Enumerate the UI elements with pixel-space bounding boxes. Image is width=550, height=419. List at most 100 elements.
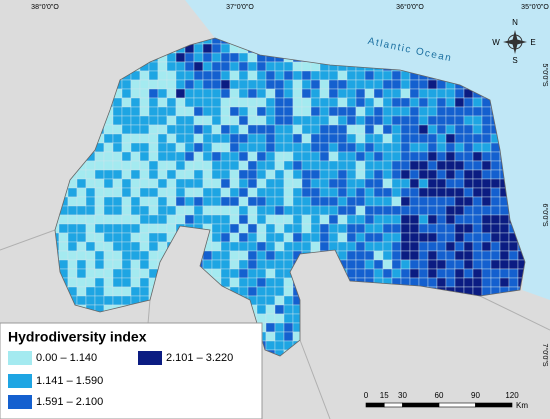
cell bbox=[247, 79, 258, 90]
cell bbox=[238, 160, 249, 171]
cell bbox=[355, 142, 366, 153]
cell bbox=[148, 115, 159, 126]
cell bbox=[175, 106, 186, 117]
cell bbox=[265, 124, 276, 135]
cell bbox=[274, 178, 285, 189]
cell bbox=[229, 88, 240, 99]
cell bbox=[319, 232, 330, 243]
cell bbox=[193, 196, 204, 207]
cell bbox=[301, 223, 312, 234]
cell bbox=[139, 79, 150, 90]
cell bbox=[391, 133, 402, 144]
cell bbox=[382, 88, 393, 99]
cell bbox=[193, 43, 204, 54]
cell bbox=[184, 178, 195, 189]
cell bbox=[175, 79, 186, 90]
cell bbox=[319, 160, 330, 171]
cell bbox=[265, 259, 276, 270]
cell bbox=[337, 232, 348, 243]
cell bbox=[238, 151, 249, 162]
cell bbox=[328, 241, 339, 252]
cell bbox=[130, 178, 141, 189]
cell bbox=[184, 79, 195, 90]
cell bbox=[481, 151, 492, 162]
cell bbox=[355, 187, 366, 198]
cell bbox=[139, 178, 150, 189]
cell bbox=[130, 232, 141, 243]
cell bbox=[94, 160, 105, 171]
cell bbox=[229, 214, 240, 225]
cell bbox=[229, 52, 240, 63]
cell bbox=[274, 331, 285, 342]
cell bbox=[184, 61, 195, 72]
cell bbox=[274, 214, 285, 225]
cell bbox=[229, 250, 240, 261]
cell bbox=[175, 160, 186, 171]
cell bbox=[445, 115, 456, 126]
cell bbox=[265, 61, 276, 72]
cell bbox=[409, 97, 420, 108]
cell bbox=[337, 241, 348, 252]
cell bbox=[400, 160, 411, 171]
cell bbox=[256, 286, 267, 297]
cell bbox=[274, 259, 285, 270]
cell bbox=[454, 232, 465, 243]
cell bbox=[283, 205, 294, 216]
cell bbox=[310, 70, 321, 81]
cell bbox=[472, 250, 483, 261]
legend-label: 1.591 – 2.100 bbox=[36, 396, 103, 408]
cell bbox=[301, 151, 312, 162]
cell bbox=[166, 214, 177, 225]
cell bbox=[157, 214, 168, 225]
cell bbox=[283, 241, 294, 252]
cell bbox=[202, 160, 213, 171]
cell bbox=[328, 214, 339, 225]
cell bbox=[427, 106, 438, 117]
cell bbox=[328, 124, 339, 135]
cell bbox=[490, 205, 501, 216]
cell bbox=[373, 178, 384, 189]
cell bbox=[301, 241, 312, 252]
cell bbox=[310, 232, 321, 243]
cell bbox=[193, 88, 204, 99]
cell bbox=[166, 133, 177, 144]
cell bbox=[463, 205, 474, 216]
cell bbox=[157, 205, 168, 216]
cell bbox=[373, 196, 384, 207]
compass-w: W bbox=[492, 38, 500, 47]
cell bbox=[400, 142, 411, 153]
cell bbox=[400, 178, 411, 189]
cell bbox=[238, 286, 249, 297]
cell bbox=[292, 61, 303, 72]
cell bbox=[220, 232, 231, 243]
cell bbox=[319, 241, 330, 252]
cell bbox=[94, 178, 105, 189]
cell bbox=[445, 241, 456, 252]
cell bbox=[202, 52, 213, 63]
cell bbox=[463, 151, 474, 162]
cell bbox=[472, 277, 483, 288]
cell bbox=[418, 268, 429, 279]
cell bbox=[382, 169, 393, 180]
cell bbox=[220, 142, 231, 153]
cell bbox=[364, 88, 375, 99]
cell bbox=[319, 196, 330, 207]
cell bbox=[337, 70, 348, 81]
cell bbox=[166, 124, 177, 135]
cell bbox=[220, 259, 231, 270]
cell bbox=[121, 151, 132, 162]
cell bbox=[184, 106, 195, 117]
cell bbox=[274, 88, 285, 99]
cell bbox=[364, 79, 375, 90]
cell bbox=[310, 178, 321, 189]
cell bbox=[409, 223, 420, 234]
cell bbox=[346, 70, 357, 81]
cell bbox=[139, 106, 150, 117]
cell bbox=[256, 223, 267, 234]
cell bbox=[229, 196, 240, 207]
cell bbox=[265, 142, 276, 153]
cell bbox=[211, 79, 222, 90]
cell bbox=[472, 178, 483, 189]
cell bbox=[166, 160, 177, 171]
cell bbox=[391, 232, 402, 243]
